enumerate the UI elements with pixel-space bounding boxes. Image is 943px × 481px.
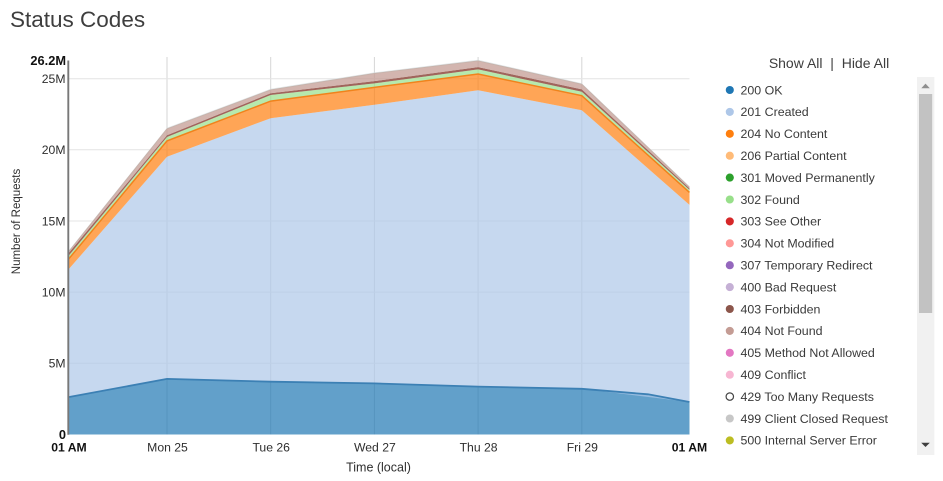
svg-text:01 AM: 01 AM <box>672 441 707 455</box>
svg-text:15M: 15M <box>42 214 66 228</box>
svg-text:201 Created: 201 Created <box>741 105 809 119</box>
svg-text:304 Not Modified: 304 Not Modified <box>741 237 835 251</box>
svg-text:Wed 27: Wed 27 <box>354 441 396 455</box>
svg-text:302 Found: 302 Found <box>741 193 800 207</box>
svg-text:301 Moved Permanently: 301 Moved Permanently <box>741 171 876 185</box>
svg-text:5M: 5M <box>49 357 66 371</box>
svg-text:405 Method Not Allowed: 405 Method Not Allowed <box>741 346 875 360</box>
svg-text:206 Partial Content: 206 Partial Content <box>741 149 848 163</box>
svg-text:26.2M: 26.2M <box>30 53 66 68</box>
svg-text:303 See Other: 303 See Other <box>741 215 822 229</box>
svg-text:20M: 20M <box>42 143 66 157</box>
svg-text:Number of Requests: Number of Requests <box>11 169 23 275</box>
svg-text:Time (local): Time (local) <box>346 461 411 475</box>
svg-text:01 AM: 01 AM <box>51 441 86 455</box>
svg-text:429 Too Many Requests: 429 Too Many Requests <box>741 390 874 404</box>
svg-text:204 No Content: 204 No Content <box>741 127 828 141</box>
svg-text:Fri 29: Fri 29 <box>567 441 598 455</box>
svg-text:400 Bad Request: 400 Bad Request <box>741 280 837 294</box>
svg-text:Mon 25: Mon 25 <box>147 441 188 455</box>
svg-text:409 Conflict: 409 Conflict <box>741 368 807 382</box>
svg-text:200 OK: 200 OK <box>741 83 784 97</box>
svg-text:404 Not Found: 404 Not Found <box>741 324 823 338</box>
svg-text:500 Internal Server Error: 500 Internal Server Error <box>741 434 877 448</box>
svg-text:Show All | Hide All: Show All | Hide All <box>769 55 889 71</box>
svg-text:Thu 28: Thu 28 <box>460 441 498 455</box>
svg-text:25M: 25M <box>42 72 66 86</box>
svg-text:10M: 10M <box>42 286 66 300</box>
svg-text:307 Temporary Redirect: 307 Temporary Redirect <box>741 259 874 273</box>
svg-text:499 Client Closed Request: 499 Client Closed Request <box>741 412 889 426</box>
svg-text:0: 0 <box>59 427 66 442</box>
svg-text:Tue 26: Tue 26 <box>252 441 290 455</box>
svg-text:403 Forbidden: 403 Forbidden <box>741 302 821 316</box>
